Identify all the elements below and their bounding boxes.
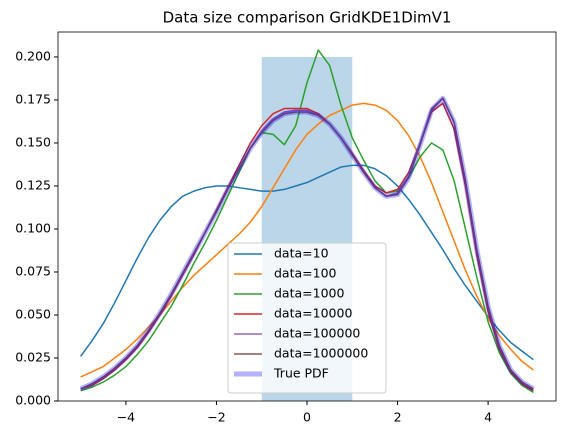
- y-tick-label: 0.000: [15, 393, 51, 408]
- chart-title: Data size comparison GridKDE1DimV1: [163, 9, 452, 27]
- y-tick-label: 0.200: [15, 48, 51, 63]
- legend-label: data=100: [274, 266, 337, 281]
- line-series: [79, 95, 535, 392]
- legend-label: data=10000: [274, 306, 352, 321]
- line-series: [80, 97, 534, 390]
- legend-label: data=1000000: [274, 346, 368, 361]
- line-series: [80, 49, 534, 394]
- y-tick-label: 0.025: [15, 349, 51, 364]
- legend-label: data=10: [274, 246, 329, 261]
- legend: data=10 data=100 data=1000 data=10000 data=1…: [227, 242, 387, 394]
- legend-label: data=100000: [274, 326, 360, 341]
- y-tick-label: 0.075: [15, 263, 51, 278]
- x-tick-label: 0: [303, 410, 311, 425]
- x-tick-label: 4: [484, 410, 492, 425]
- y-tick-label: 0.100: [15, 220, 51, 235]
- axes-frame: [57, 31, 557, 402]
- x-tick-label: 2: [394, 410, 402, 425]
- x-tick-label: −4: [117, 410, 135, 425]
- y-tick-label: 0.050: [15, 306, 51, 321]
- legend-label: True PDF: [273, 366, 329, 381]
- y-tick-label: 0.150: [15, 134, 51, 149]
- legend-box: [227, 242, 387, 394]
- x-tick-label: −2: [207, 410, 225, 425]
- y-tick-label: 0.175: [15, 91, 51, 106]
- line-series: [80, 164, 534, 361]
- legend-label: data=1000: [274, 286, 344, 301]
- y-tick-label: 0.125: [15, 177, 51, 192]
- line-series: [80, 102, 534, 392]
